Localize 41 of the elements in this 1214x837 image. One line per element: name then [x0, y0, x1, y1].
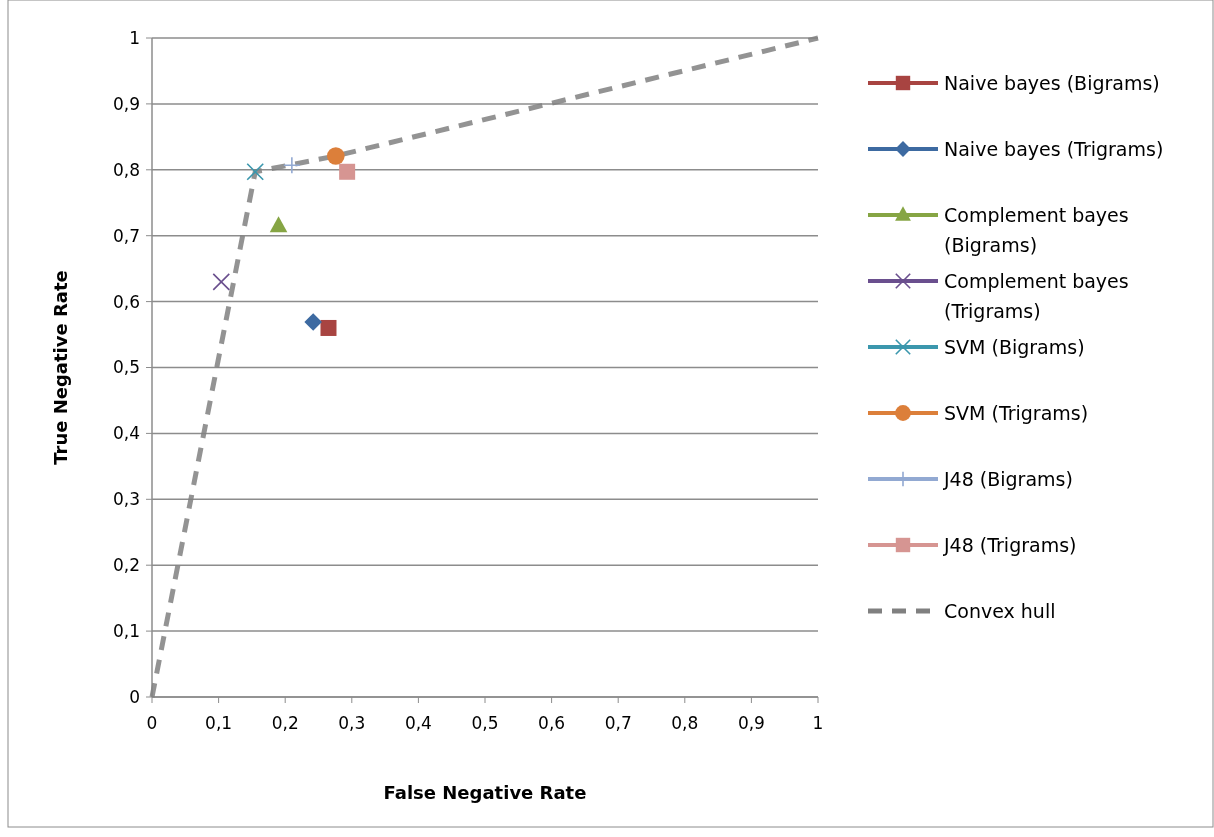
x-tick-label: 0,8	[671, 713, 699, 733]
legend-label: SVM (Trigrams)	[944, 401, 1089, 424]
x-tick-label: 0,3	[338, 713, 366, 733]
x-tick-label: 0,6	[538, 713, 566, 733]
x-axis-title: False Negative Rate	[383, 782, 587, 803]
y-tick-label: 0,1	[112, 621, 140, 642]
x-tick-label: 0	[146, 713, 158, 733]
x-tick-label: 0,4	[404, 713, 432, 733]
y-tick-label: 0,3	[112, 489, 140, 510]
legend-label: J48 (Bigrams)	[943, 467, 1073, 490]
legend-label: Complement bayes (Bigrams)	[944, 203, 1129, 257]
y-tick-label: 0,6	[112, 291, 140, 312]
x-tick-label: 0,7	[604, 713, 632, 733]
y-tick-label: 0,7	[112, 225, 140, 246]
x-tick-label: 0,2	[271, 713, 299, 733]
y-tick-label: 1	[129, 27, 140, 48]
legend-label: Complement bayes (Trigrams)	[944, 269, 1129, 323]
point	[269, 216, 288, 233]
legend-label: Naive bayes (Bigrams)	[944, 71, 1160, 94]
y-tick-label: 0,5	[112, 357, 140, 378]
point	[212, 273, 231, 291]
y-tick-label: 0,9	[112, 93, 140, 114]
point	[339, 163, 356, 180]
point	[283, 156, 301, 174]
point	[327, 147, 345, 165]
x-tick-label: 0,5	[471, 713, 499, 733]
x-tick-label: 0,9	[737, 713, 765, 733]
point	[320, 319, 337, 336]
x-tick-label: 1	[812, 713, 824, 733]
legend-label: Naive bayes (Trigrams)	[944, 137, 1164, 160]
y-tick-label: 0,2	[112, 555, 140, 576]
legend-label: SVM (Bigrams)	[944, 335, 1085, 358]
x-tick-label: 0,1	[205, 713, 233, 733]
legend-label: J48 (Trigrams)	[943, 533, 1077, 556]
y-axis-title: True Negative Rate	[50, 270, 71, 465]
y-tick-label: 0,8	[112, 159, 140, 180]
legend-label: Convex hull	[944, 599, 1056, 622]
point	[304, 313, 322, 331]
y-tick-label: 0,4	[112, 423, 140, 444]
point	[246, 162, 265, 181]
y-tick-label: 0	[129, 686, 140, 707]
